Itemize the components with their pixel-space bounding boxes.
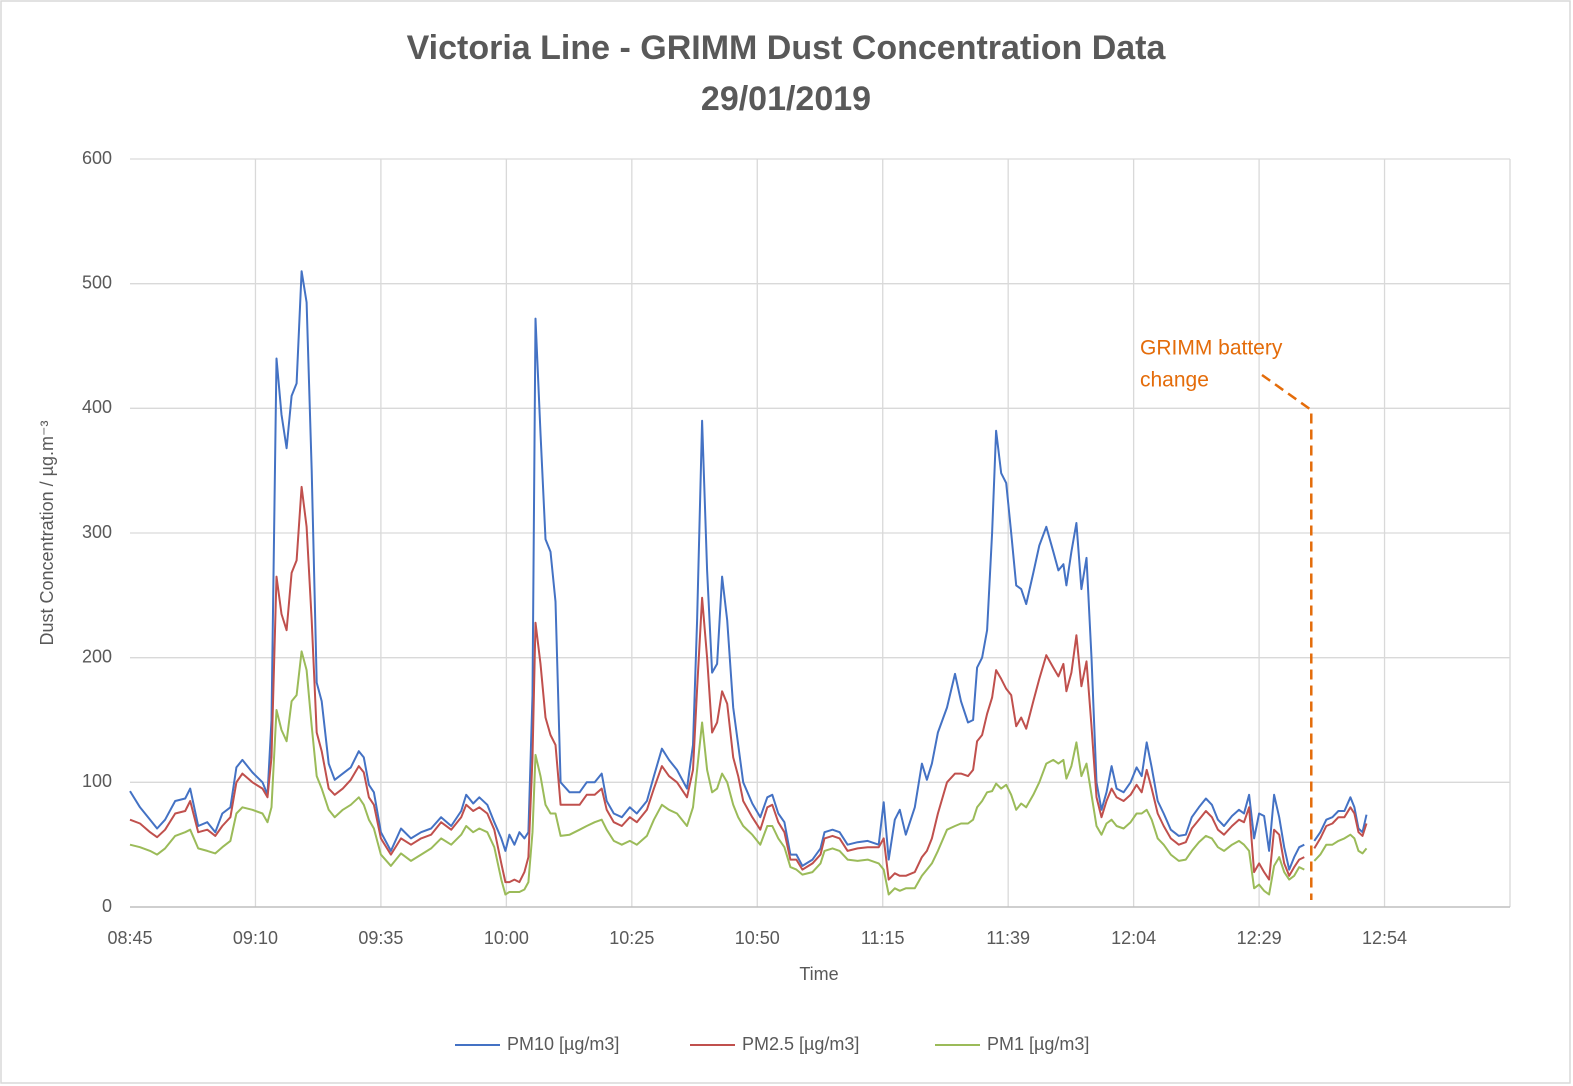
y-tick-label: 600	[82, 148, 112, 168]
y-tick-label: 300	[82, 522, 112, 542]
x-tick-label: 11:39	[986, 928, 1030, 948]
y-tick-label: 400	[82, 397, 112, 417]
x-tick-label: 12:29	[1237, 928, 1282, 948]
y-tick-label: 500	[82, 272, 112, 292]
x-tick-label: 11:15	[861, 928, 905, 948]
annotation-text: change	[1140, 369, 1209, 392]
x-axis-label: Time	[799, 964, 838, 984]
data-line	[129, 485, 1368, 884]
y-axis-label: Dust Concentration / µg.m⁻³	[37, 421, 57, 646]
x-tick-label: 10:50	[735, 928, 780, 948]
legend-label: PM10 [µg/m3]	[507, 1034, 619, 1054]
chart-subtitle: 29/01/2019	[701, 80, 871, 118]
x-tick-label: 09:10	[233, 928, 278, 948]
y-tick-label: 0	[102, 896, 112, 916]
x-tick-label: 08:45	[107, 928, 152, 948]
data-line	[129, 650, 1368, 896]
x-tick-label: 10:00	[484, 928, 529, 948]
annotation-line	[1261, 373, 1313, 900]
x-tick-label: 10:25	[609, 928, 654, 948]
legend-label: PM1 [µg/m3]	[987, 1034, 1089, 1054]
chart-title: Victoria Line - GRIMM Dust Concentration…	[407, 29, 1167, 67]
x-tick-label: 12:54	[1362, 928, 1407, 948]
y-tick-label: 200	[82, 646, 112, 666]
y-tick-label: 100	[82, 771, 112, 791]
data-line	[129, 270, 1368, 871]
legend-label: PM2.5 [µg/m3]	[742, 1034, 859, 1054]
x-tick-label: 12:04	[1111, 928, 1156, 948]
x-tick-label: 09:35	[358, 928, 403, 948]
annotation-text: GRIMM battery	[1140, 337, 1283, 360]
